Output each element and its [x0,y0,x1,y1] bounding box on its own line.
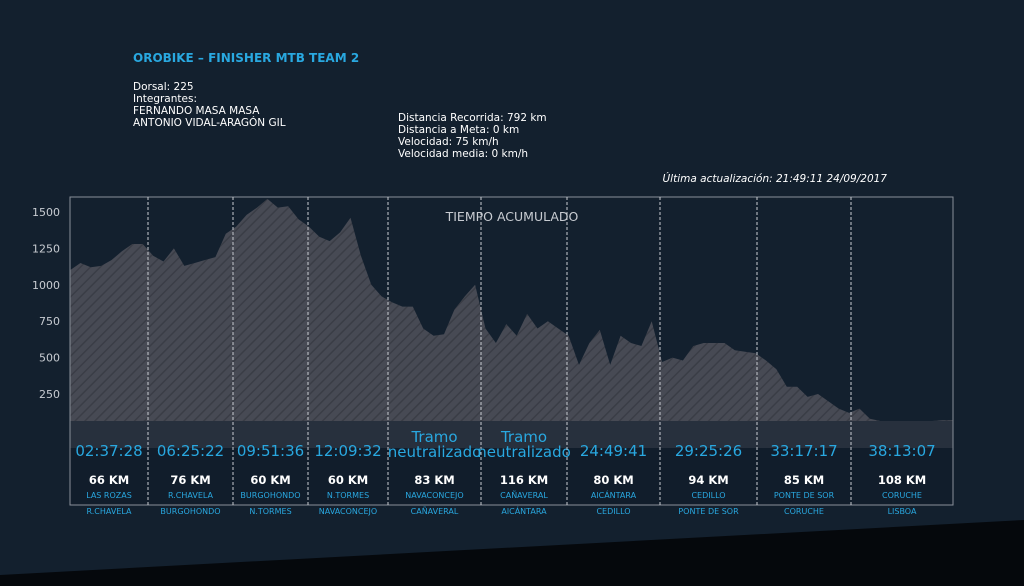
stage-to: NAVACONCEJO [319,507,377,516]
stage-km: 80 KM [593,473,633,487]
y-tick-label: 1000 [32,279,60,292]
team-info: Dorsal: 225 Integrantes: FERNANDO MASA M… [133,81,286,129]
member: FERNANDO MASA MASA [133,105,260,117]
stage-to: CAÑAVERAL [411,506,459,516]
distancia-meta: Distancia a Meta: 0 km [398,124,520,136]
y-tick-label: 1500 [32,206,60,219]
stage-from: CAÑAVERAL [500,490,548,500]
stage-time: 02:37:28 [75,442,142,460]
stage-time: 38:13:07 [868,442,935,460]
chart-title: TIEMPO ACUMULADO [445,209,579,224]
stats-info: Distancia Recorrida: 792 km Distancia a … [398,112,547,160]
last-update: Última actualización: 21:49:11 24/09/201… [662,173,888,185]
stage-band-top [70,421,953,448]
stage-km: 66 KM [89,473,129,487]
distancia-recorrida: Distancia Recorrida: 792 km [398,112,547,124]
stage-to: LISBOA [888,507,917,516]
stage-time: Tramo [410,428,457,446]
stage-km: 60 KM [328,473,368,487]
stage-from: AlCÁNTARA [591,489,637,500]
velocidad-media: Velocidad media: 0 km/h [398,148,529,160]
stage-from: R.CHAVELA [168,491,214,500]
stage-km: 76 KM [170,473,210,487]
dorsal: Dorsal: 225 [133,81,194,93]
stage-to: PONTE DE SOR [678,507,739,516]
page-title: OROBIKE – FINISHER MTB TEAM 2 [133,51,360,65]
integrantes-label: Integrantes: [133,93,197,105]
stage-time: 33:17:17 [770,442,837,460]
stage-time: 12:09:32 [314,442,381,460]
stage-time: 29:25:26 [675,442,742,460]
elevation-profile-area [70,198,953,421]
stage-from: BURGOHONDO [240,491,300,500]
stage-to: AlCÁNTARA [501,505,547,516]
stage-from: CEDILLO [691,491,725,500]
stage-from: CORUCHE [882,491,922,500]
stage-km: 85 KM [784,473,824,487]
stage-km: 116 KM [500,473,548,487]
stage-km: 94 KM [688,473,728,487]
stage-from: NAVACONCEJO [405,491,463,500]
stage-time: neutralizado [477,443,571,461]
stage-to: N.TORMES [249,507,291,516]
stage-km: 60 KM [250,473,290,487]
member: ANTONIO VIDAL-ARAGÓN GIL [133,117,286,129]
stage-to: CORUCHE [784,507,824,516]
stage-to: CEDILLO [596,507,630,516]
y-tick-label: 1250 [32,242,60,255]
y-tick-label: 250 [39,388,60,401]
stage-time: 09:51:36 [237,442,304,460]
stage-time: neutralizado [388,443,482,461]
velocidad: Velocidad: 75 km/h [398,136,499,148]
stage-time: 24:49:41 [580,442,647,460]
stage-time: 06:25:22 [157,442,224,460]
stage-from: N.TORMES [327,491,369,500]
chart-frame [69,196,954,506]
stage-km: 83 KM [414,473,454,487]
y-tick-label: 750 [39,315,60,328]
stage-km: 108 KM [878,473,926,487]
y-tick-label: 500 [39,352,60,365]
stage-to: R.CHAVELA [86,507,132,516]
stage-from: PONTE DE SOR [774,491,835,500]
stage-time: Tramo [500,428,547,446]
stage-to: BURGOHONDO [160,507,220,516]
stage-from: LAS ROZAS [86,491,132,500]
